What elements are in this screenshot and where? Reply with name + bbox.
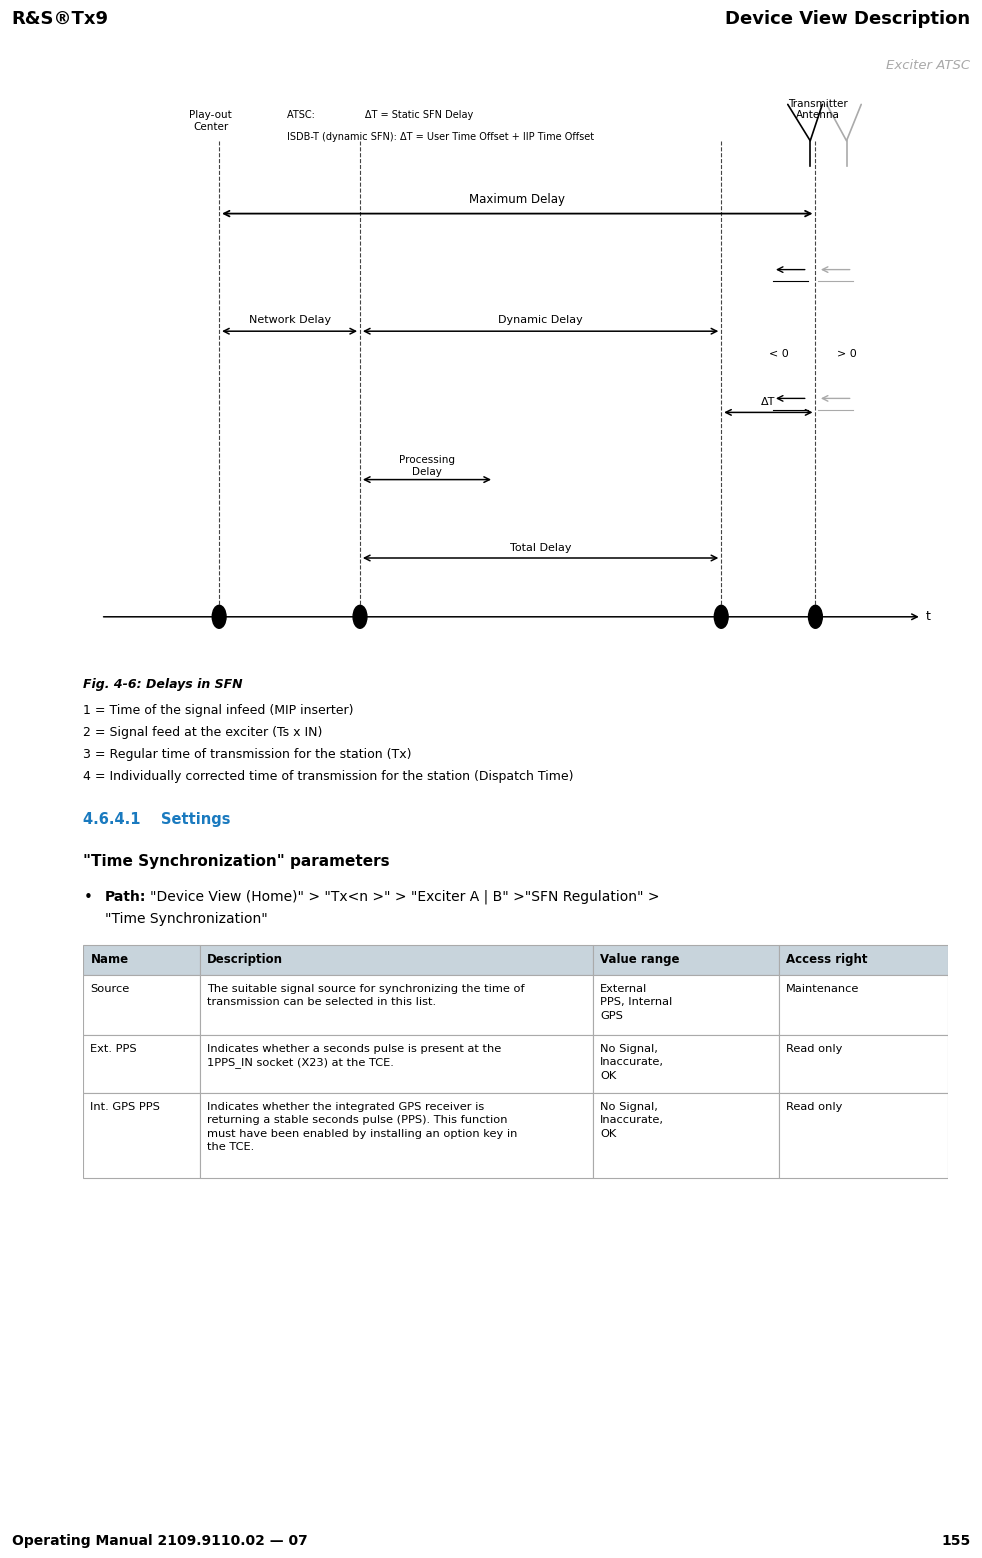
Bar — [779, 975, 948, 1035]
Text: "Time Synchronization": "Time Synchronization" — [105, 911, 268, 925]
Bar — [83, 1094, 200, 1178]
Bar — [200, 975, 593, 1035]
Text: Description: Description — [207, 953, 283, 966]
Text: 2: 2 — [356, 637, 364, 647]
Bar — [593, 1094, 779, 1178]
Text: Processing
Delay: Processing Delay — [399, 455, 455, 477]
Text: ATSC:                ΔT = Static SFN Delay: ATSC: ΔT = Static SFN Delay — [287, 111, 472, 120]
Text: Operating Manual 2109.9110.02 — 07: Operating Manual 2109.9110.02 — 07 — [12, 1535, 307, 1549]
Text: Transmitter
Antenna: Transmitter Antenna — [789, 98, 847, 120]
Text: < 0: < 0 — [769, 349, 789, 358]
Text: > 0: > 0 — [837, 349, 856, 358]
Text: Device View Description: Device View Description — [725, 9, 970, 28]
Text: 3 = Regular time of transmission for the station (Tx): 3 = Regular time of transmission for the… — [83, 748, 412, 760]
Text: No Signal,
Inaccurate,
OK: No Signal, Inaccurate, OK — [600, 1044, 664, 1081]
Text: External
PPS, Internal
GPS: External PPS, Internal GPS — [600, 983, 673, 1020]
Text: 1: 1 — [215, 637, 223, 647]
Text: Fig. 4-6: Delays in SFN: Fig. 4-6: Delays in SFN — [83, 678, 244, 692]
Text: Indicates whether the integrated GPS receiver is
returning a stable seconds puls: Indicates whether the integrated GPS rec… — [207, 1102, 518, 1153]
Text: Ext. PPS: Ext. PPS — [90, 1044, 137, 1053]
Text: Exciter ATSC: Exciter ATSC — [886, 59, 970, 72]
Text: Value range: Value range — [600, 953, 680, 966]
Text: 155: 155 — [941, 1535, 970, 1549]
Text: Path:: Path: — [105, 890, 146, 904]
Text: 1 = Time of the signal infeed (MIP inserter): 1 = Time of the signal infeed (MIP inser… — [83, 704, 354, 717]
Bar — [779, 1094, 948, 1178]
Bar — [779, 1035, 948, 1094]
Bar — [593, 975, 779, 1035]
Bar — [593, 946, 779, 975]
Text: Network Delay: Network Delay — [248, 315, 331, 326]
Text: ISDB-T (dynamic SFN): ΔT = User Time Offset + IIP Time Offset: ISDB-T (dynamic SFN): ΔT = User Time Off… — [287, 132, 594, 142]
Text: 4.6.4.1    Settings: 4.6.4.1 Settings — [83, 812, 231, 827]
Bar — [200, 1035, 593, 1094]
Circle shape — [714, 606, 728, 628]
Text: "Device View (Home)" > "Tx<n >" > "Exciter A | B" >"SFN Regulation" >: "Device View (Home)" > "Tx<n >" > "Excit… — [150, 890, 660, 905]
Text: Name: Name — [90, 953, 129, 966]
Text: Maintenance: Maintenance — [786, 983, 859, 994]
Bar — [593, 1035, 779, 1094]
Text: The suitable signal source for synchronizing the time of
transmission can be sel: The suitable signal source for synchroni… — [207, 983, 524, 1006]
Text: Access right: Access right — [786, 953, 867, 966]
Text: Total Delay: Total Delay — [510, 544, 572, 553]
Text: Source: Source — [90, 983, 130, 994]
Text: Dynamic Delay: Dynamic Delay — [498, 315, 583, 326]
Bar — [83, 1035, 200, 1094]
Text: Play-out
Center: Play-out Center — [190, 111, 232, 131]
Bar — [83, 946, 200, 975]
Circle shape — [354, 606, 367, 628]
Text: Read only: Read only — [786, 1102, 843, 1111]
Text: No Signal,
Inaccurate,
OK: No Signal, Inaccurate, OK — [600, 1102, 664, 1139]
Bar — [779, 946, 948, 975]
Text: Read only: Read only — [786, 1044, 843, 1053]
Text: t: t — [926, 611, 931, 623]
Circle shape — [212, 606, 226, 628]
Text: 4: 4 — [811, 637, 819, 647]
Text: 3: 3 — [718, 637, 725, 647]
Text: ΔT: ΔT — [761, 397, 776, 407]
Text: Int. GPS PPS: Int. GPS PPS — [90, 1102, 160, 1111]
Text: R&S®Tx9: R&S®Tx9 — [12, 9, 109, 28]
Bar — [200, 1094, 593, 1178]
Text: "Time Synchronization" parameters: "Time Synchronization" parameters — [83, 854, 390, 869]
Text: 2 = Signal feed at the exciter (Ts x IN): 2 = Signal feed at the exciter (Ts x IN) — [83, 726, 323, 738]
Text: 4 = Individually corrected time of transmission for the station (Dispatch Time): 4 = Individually corrected time of trans… — [83, 770, 573, 784]
Text: •: • — [83, 890, 92, 905]
Bar — [200, 946, 593, 975]
Text: Indicates whether a seconds pulse is present at the
1PPS_IN socket (X23) at the : Indicates whether a seconds pulse is pre… — [207, 1044, 501, 1069]
Bar — [83, 975, 200, 1035]
Circle shape — [808, 606, 822, 628]
Text: Maximum Delay: Maximum Delay — [469, 193, 566, 206]
